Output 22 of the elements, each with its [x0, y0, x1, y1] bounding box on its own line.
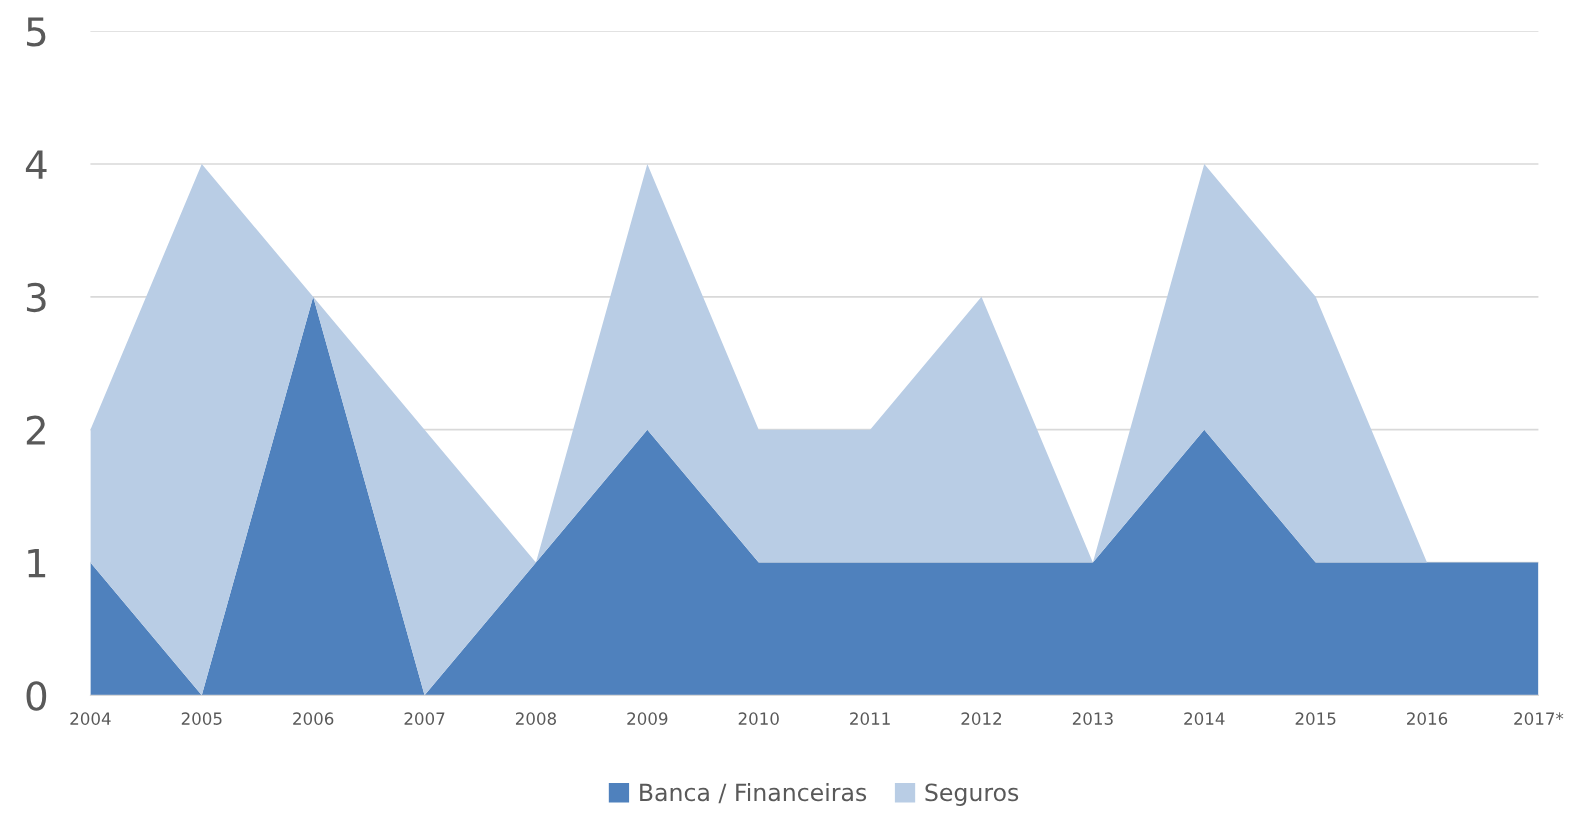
x-tick-label: 2009 [627, 712, 668, 725]
x-tick-label: 2017* [1514, 712, 1564, 725]
x-tick-label: 2007 [404, 712, 445, 725]
y-tick-label: 1 [28, 548, 46, 578]
x-tick-label: 2014 [1184, 712, 1225, 725]
x-tick-label: 2016 [1407, 712, 1448, 725]
x-tick-label: 2005 [181, 712, 222, 725]
legend-label: Seguros [925, 783, 1019, 806]
x-tick-label: 2008 [515, 712, 557, 725]
x-tick-label: 2015 [1295, 712, 1336, 725]
y-tick-label: 0 [26, 681, 47, 711]
x-tick-label: 2010 [738, 712, 779, 725]
y-tick-label: 2 [26, 415, 45, 445]
y-tick-label: 3 [26, 282, 46, 313]
x-tick-label: 2013 [1072, 712, 1113, 725]
x-tick-label: 2006 [293, 712, 334, 725]
y-tick-label: 4 [25, 150, 47, 179]
y-tick-label: 5 [26, 17, 46, 47]
x-tick-label: 2011 [850, 712, 890, 725]
x-tick-label: 2004 [70, 712, 111, 725]
x-tick-label: 2012 [961, 712, 1002, 725]
legend-label: Banca / Financeiras [640, 783, 867, 804]
